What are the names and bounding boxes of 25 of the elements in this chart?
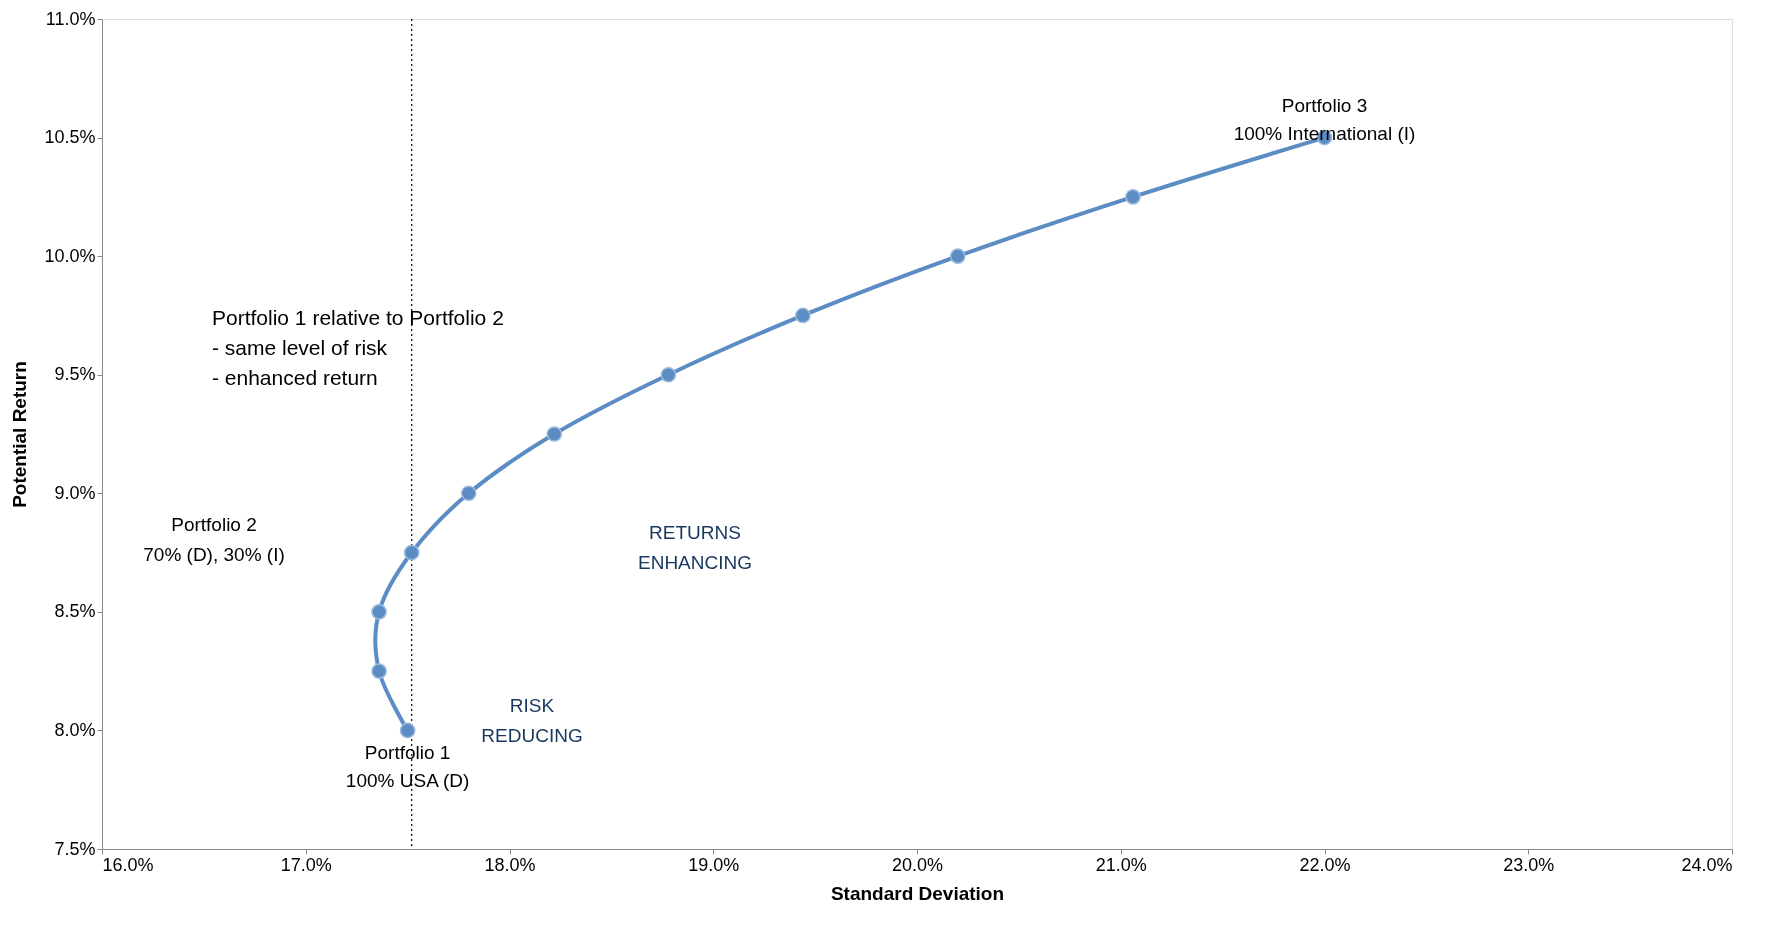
y-axis-title: Potential Return bbox=[9, 361, 31, 508]
x-tick-label: 23.0% bbox=[1503, 854, 1555, 875]
y-tick-label: 10.5% bbox=[44, 127, 96, 148]
y-tick-label: 9.5% bbox=[54, 364, 96, 385]
annotation: Portfolio 1 100% USA (D) bbox=[345, 742, 470, 792]
y-tick-label: 8.0% bbox=[54, 719, 96, 740]
annotation: Portfolio 2 70% (D), 30% (I) bbox=[143, 514, 285, 565]
y-tick-label: 11.0% bbox=[45, 8, 96, 29]
x-tick-label: 19.0% bbox=[688, 854, 740, 875]
x-tick-label: 24.0% bbox=[1681, 854, 1733, 875]
x-tick-label: 18.0% bbox=[484, 854, 536, 875]
annotation: Portfolio 3 100% International (I) bbox=[1233, 94, 1416, 144]
x-tick-label: 21.0% bbox=[1095, 854, 1147, 875]
annotation: RISK REDUCING bbox=[481, 695, 583, 746]
y-tick-label: 10.0% bbox=[44, 245, 96, 266]
x-tick-label: 17.0% bbox=[280, 854, 332, 875]
y-tick-label: 9.0% bbox=[54, 482, 96, 503]
x-tick-label: 22.0% bbox=[1299, 854, 1351, 875]
x-tick-label: 20.0% bbox=[891, 854, 944, 875]
annotation: RETURNS ENHANCING bbox=[637, 522, 753, 573]
annotation: Portfolio 1 relative to Portfolio 2 - same level of risk - enhanced return bbox=[212, 306, 504, 389]
y-tick-label: 7.5% bbox=[54, 838, 96, 859]
x-tick-label: 16.0% bbox=[102, 854, 154, 875]
x-axis-title: Standard Deviation bbox=[830, 882, 1005, 904]
y-tick-label: 8.5% bbox=[54, 601, 96, 622]
